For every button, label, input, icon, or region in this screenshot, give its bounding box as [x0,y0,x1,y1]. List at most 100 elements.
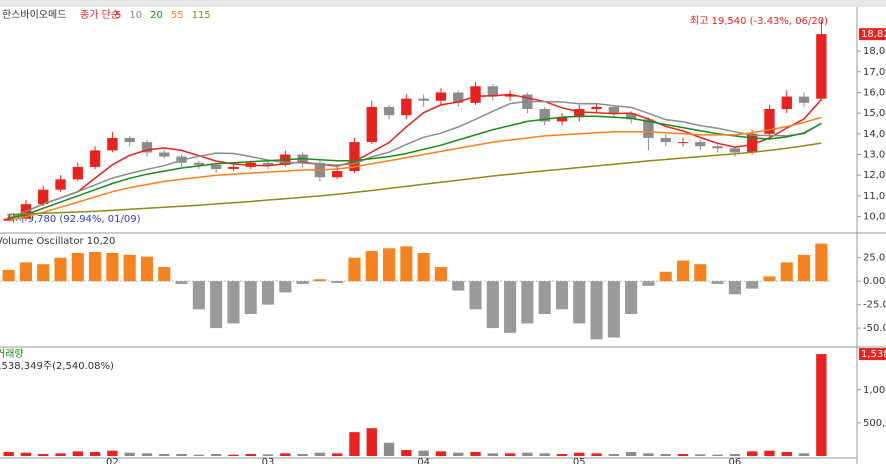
candle-body [3,218,14,221]
bar [625,281,638,315]
bar [763,276,776,282]
bar [38,454,49,456]
bar [590,281,603,340]
bar [555,281,569,310]
bar [434,267,447,282]
y-tick-label: 12,000 [863,170,886,181]
candle-body [332,171,343,178]
candle-body [574,109,585,118]
bar [210,454,222,456]
ma-line [8,116,822,222]
candle-body [401,98,412,116]
low-annotation: 최저 9,780 (92.94%, 01/09) [6,213,141,225]
bar [711,281,724,284]
candle-body [660,137,671,143]
bar [210,281,223,329]
candle-body [38,189,49,205]
bar [521,281,534,324]
bar [19,262,32,282]
bar [55,453,66,456]
legend-entry: 20 [150,10,163,21]
bar [261,281,275,305]
bar [573,281,586,324]
bar [37,264,50,282]
legend-entry: 10 [129,10,142,21]
candle-body [591,106,602,110]
bar [504,281,517,333]
candle-body [556,117,568,122]
candle-body [504,94,516,97]
candle-body [418,98,429,101]
candle-body [608,106,620,114]
candle-body [643,119,654,138]
y-tick-label: 25.00 [863,253,886,264]
bar [556,454,568,456]
toolbar-strip [0,0,886,7]
bar [3,452,14,456]
bar [798,254,811,282]
bar [539,453,550,456]
bar [694,264,707,282]
bar [348,257,361,282]
bar [141,453,153,456]
bar [366,428,377,456]
y-tick-label: 11,000 [863,191,886,202]
bar [106,252,119,282]
bar [676,260,690,282]
bar [746,281,759,289]
candle-body [124,137,135,143]
ma-label: 종가 단순 [80,9,120,21]
bar [712,454,723,456]
candle-body [349,142,360,172]
bar [816,354,827,456]
bar [176,454,187,456]
y-tick-label: 18,000 [863,46,886,57]
bar [383,248,396,282]
candle-body [625,113,637,120]
x-tick-label: 02 [106,457,119,464]
bar [400,246,413,282]
candle-body [539,109,550,122]
ma-line [8,100,822,220]
bar [815,243,828,282]
bar [764,450,775,456]
x-tick-label: 05 [573,457,586,464]
candle-body [383,106,395,116]
x-tick-label: 03 [262,457,275,464]
y-tick-label: 10,000 [863,212,886,223]
panel-title: 거래량 [0,348,24,360]
candle-body [677,142,689,144]
bar [747,451,758,456]
bar [227,281,240,324]
bar [280,453,291,456]
x-tick-label: 06 [729,457,742,464]
candle-body [747,133,758,153]
bar [780,262,793,282]
bar [591,453,602,456]
bar [244,281,257,315]
bar [332,453,343,456]
candle-body [712,146,723,149]
last-volume-label: 1,538,349 [861,349,886,360]
legend-entry: 55 [171,10,184,21]
y-tick-label: 14,000 [863,129,886,140]
bar [608,454,620,456]
candle-body [159,152,170,157]
volume-subtitle: 1,538,349주(2,540.08%) [0,361,114,372]
bar [642,281,655,286]
candle-body [262,162,274,165]
bar [574,452,585,456]
bar [522,452,533,456]
bar [728,281,741,295]
bar [262,454,274,456]
bar [660,454,671,456]
bar [798,453,810,456]
bar [504,453,516,456]
legend-entry: 115 [192,10,211,21]
bar [781,452,792,456]
bar [2,269,15,282]
bar [314,452,326,456]
bar [729,454,741,456]
bar [659,271,672,282]
